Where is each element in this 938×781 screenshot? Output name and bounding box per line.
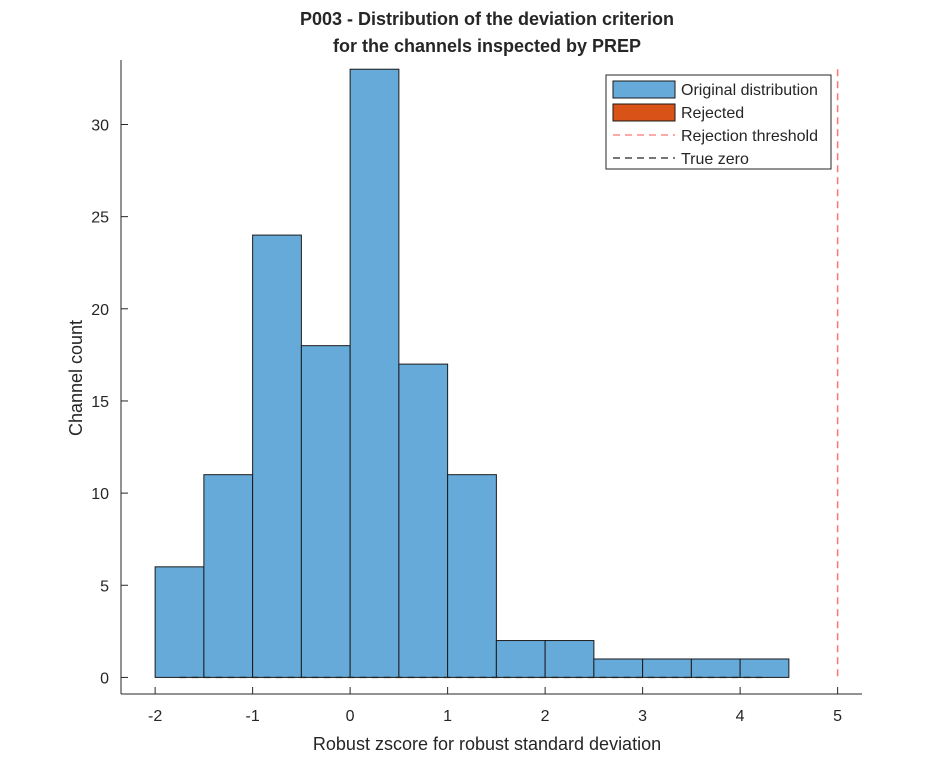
x-tick-label: 4 <box>736 708 745 725</box>
legend-label-zero: True zero <box>681 151 749 168</box>
x-tick-label: 5 <box>833 708 842 725</box>
x-tick-label: -2 <box>148 708 162 725</box>
histogram-bar <box>593 658 644 678</box>
y-tick-label: 15 <box>91 394 109 411</box>
x-tick-label: 0 <box>346 708 355 725</box>
legend-label-threshold: Rejection threshold <box>681 128 818 145</box>
legend-swatch-original <box>612 80 676 99</box>
legend-swatch-rejected <box>612 103 676 122</box>
histogram-bar <box>495 640 546 678</box>
histogram-bar <box>642 658 692 678</box>
y-axis-label: Channel count <box>66 320 86 436</box>
legend: Original distribution Rejected Rejection… <box>605 74 832 170</box>
y-tick-label: 5 <box>100 578 109 595</box>
plot-area: -2 -1 0 1 2 3 4 5 0 5 10 15 20 25 30 <box>91 60 862 725</box>
x-tick-label: -1 <box>246 708 260 725</box>
histogram-bar <box>252 234 302 678</box>
histogram-bar <box>398 363 449 678</box>
histogram-bar <box>349 68 400 678</box>
x-tick-label: 2 <box>541 708 550 725</box>
y-tick-label: 0 <box>100 670 109 687</box>
legend-label-original: Original distribution <box>681 82 818 99</box>
histogram-bar <box>154 566 205 678</box>
histogram-bar <box>300 345 351 678</box>
chart-title-line1: P003 - Distribution of the deviation cri… <box>300 9 674 29</box>
y-tick-label: 10 <box>91 486 109 503</box>
y-tick-label: 25 <box>91 210 109 227</box>
histogram-bar <box>739 658 790 678</box>
x-tick-label: 3 <box>638 708 647 725</box>
histogram-bar <box>544 640 595 678</box>
histogram-bar <box>203 474 254 678</box>
x-tick-label: 1 <box>443 708 452 725</box>
histogram-bar <box>690 658 741 678</box>
legend-label-rejected: Rejected <box>681 105 744 122</box>
y-tick-label: 20 <box>91 302 109 319</box>
histogram-bar <box>447 474 497 678</box>
y-tick-label: 30 <box>91 118 109 135</box>
chart-title-line2: for the channels inspected by PREP <box>333 36 641 56</box>
x-axis-label: Robust zscore for robust standard deviat… <box>313 734 661 754</box>
